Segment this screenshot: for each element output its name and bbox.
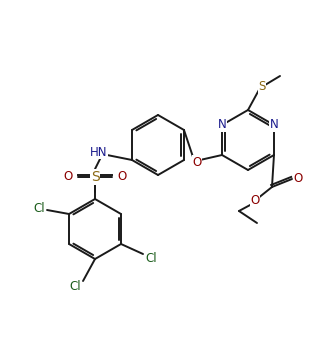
Text: Cl: Cl	[69, 280, 81, 294]
Text: Cl: Cl	[33, 202, 45, 215]
Text: O: O	[192, 155, 202, 168]
Text: N: N	[218, 119, 226, 132]
Text: S: S	[258, 80, 266, 93]
Text: Cl: Cl	[145, 252, 157, 265]
Text: O: O	[118, 170, 127, 183]
Text: HN: HN	[90, 146, 108, 159]
Text: N: N	[270, 119, 278, 132]
Text: O: O	[250, 195, 260, 208]
Text: S: S	[91, 170, 99, 184]
Text: O: O	[293, 173, 303, 186]
Text: O: O	[63, 170, 73, 183]
